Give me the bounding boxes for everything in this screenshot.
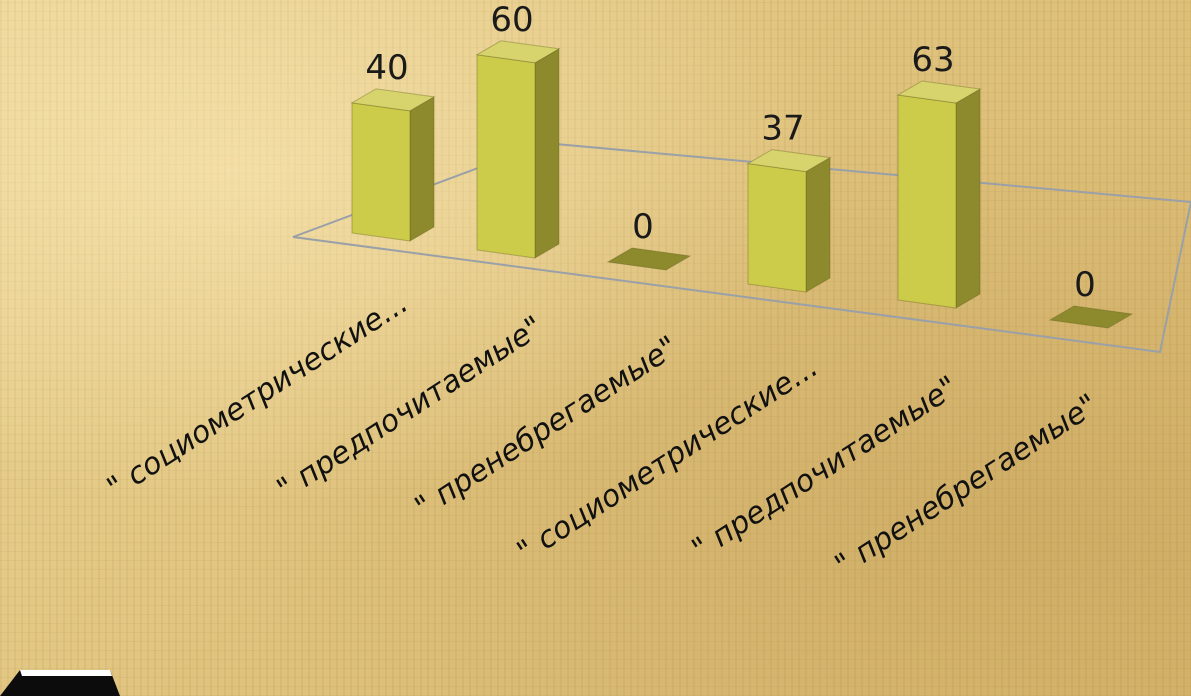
value-label-3: 0 — [632, 207, 654, 247]
bar-2-top — [475, 40, 561, 64]
value-label-6: 0 — [1074, 265, 1096, 305]
value-label-2: 60 — [490, 0, 533, 40]
category-label-6: " пренебрегаемые" — [829, 387, 1104, 583]
corner-arrow-icon — [0, 670, 120, 696]
bar-1-top — [350, 88, 436, 112]
bar-5-top — [896, 80, 982, 104]
bar-4-side — [805, 156, 831, 293]
bar-4-top — [746, 149, 832, 173]
bar-6-flat — [1048, 305, 1134, 329]
value-label-4: 37 — [761, 109, 804, 149]
value-label-1: 40 — [365, 48, 408, 88]
bar-2-front — [476, 54, 536, 259]
bar-4-front — [747, 163, 807, 293]
bar-3-flat — [606, 247, 692, 271]
category-label-1: " социометрические... — [101, 285, 414, 505]
bar-2-side — [534, 47, 560, 259]
chart-floor-plane — [292, 141, 1191, 354]
bar-1-side — [409, 95, 435, 242]
bar-5-front — [897, 94, 957, 309]
value-label-5: 63 — [911, 40, 954, 80]
bar-5-side — [955, 88, 981, 309]
bar-1-front — [351, 102, 411, 242]
category-label-4: " социометрические... — [511, 349, 824, 569]
